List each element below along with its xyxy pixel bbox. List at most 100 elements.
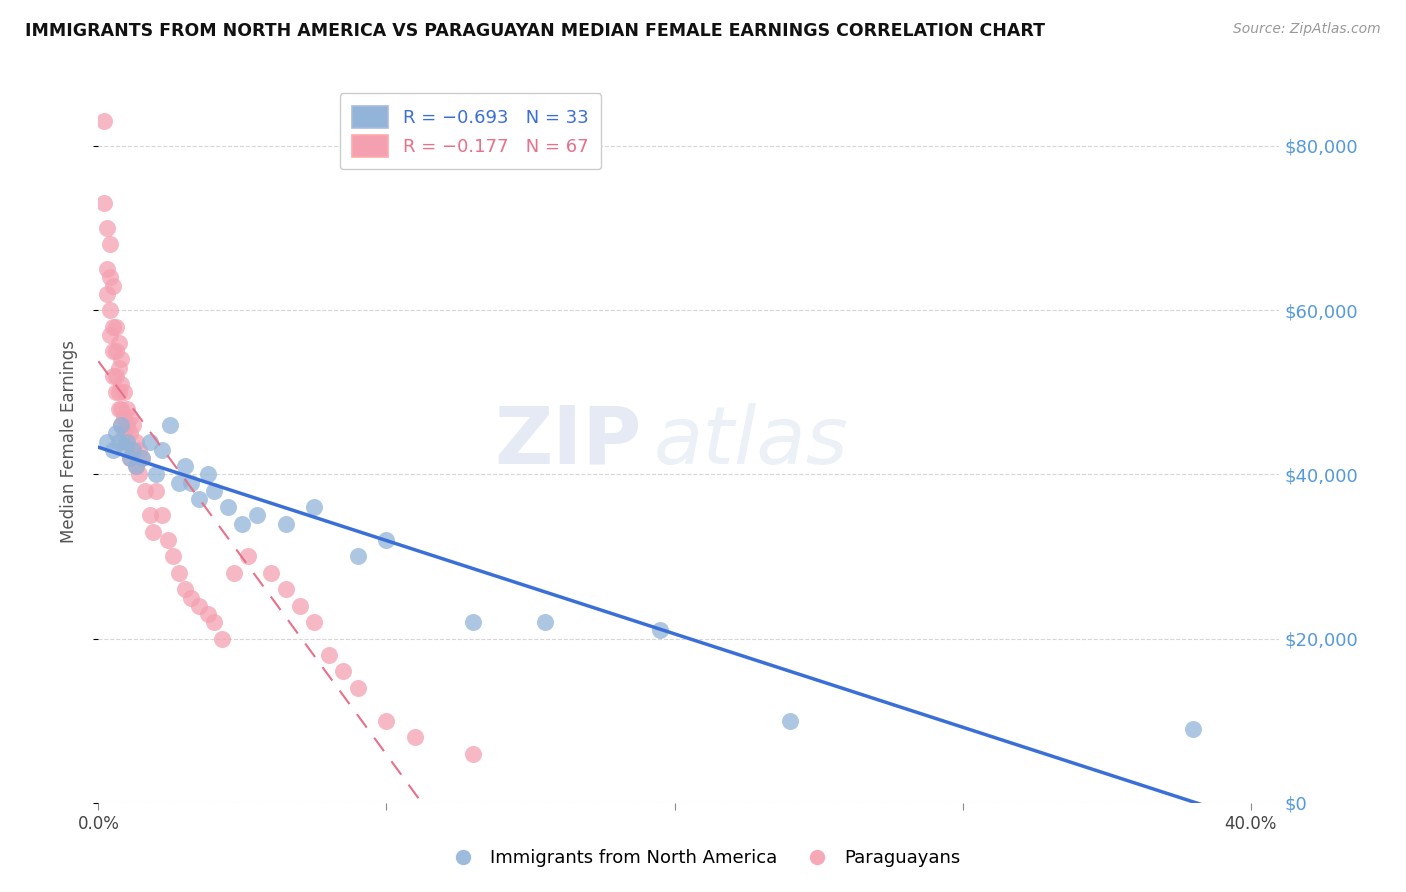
Point [125,459,148,474]
Point [107,434,129,449]
Point [120,426,142,441]
Point [104,344,127,359]
Point [139,434,162,449]
Point [101,442,124,457]
Point [534,615,557,630]
Point [104,385,127,400]
Point [101,278,124,293]
Point [375,714,398,728]
Point [115,418,138,433]
Point [96,262,118,277]
Point [142,524,165,539]
Point [96,286,118,301]
Point [145,483,167,498]
Point [274,582,297,597]
Point [107,360,129,375]
Point [110,352,132,367]
Point [122,442,145,457]
Point [162,549,184,564]
Point [101,319,124,334]
Point [217,500,239,515]
Point [96,221,118,235]
Point [167,475,190,490]
Point [104,319,127,334]
Point [222,566,245,580]
Point [128,442,150,457]
Point [104,426,127,441]
Point [120,450,142,465]
Point [115,434,138,449]
Point [98,303,121,318]
Point [346,681,368,695]
Point [115,401,138,416]
Point [125,459,148,474]
Point [288,599,311,613]
Point [150,508,173,523]
Point [125,434,148,449]
Point [197,607,219,621]
Point [404,730,426,744]
Y-axis label: Median Female Earnings: Median Female Earnings [59,340,77,543]
Point [180,475,202,490]
Point [167,566,190,580]
Point [461,747,484,761]
Point [197,467,219,482]
Point [202,483,225,498]
Point [98,270,121,285]
Point [110,401,132,416]
Point [107,401,129,416]
Point [112,439,135,453]
Text: ZIP: ZIP [495,402,641,481]
Point [98,237,121,252]
Point [159,418,181,433]
Point [304,615,326,630]
Point [115,434,138,449]
Point [110,418,132,433]
Point [173,459,195,474]
Point [145,467,167,482]
Legend: R = −0.693   N = 33, R = −0.177   N = 67: R = −0.693 N = 33, R = −0.177 N = 67 [340,93,602,169]
Point [110,418,132,433]
Point [304,500,326,515]
Point [1182,722,1205,736]
Point [332,665,354,679]
Point [231,516,253,531]
Point [188,491,211,506]
Point [104,368,127,383]
Point [131,450,153,465]
Text: IMMIGRANTS FROM NORTH AMERICA VS PARAGUAYAN MEDIAN FEMALE EARNINGS CORRELATION C: IMMIGRANTS FROM NORTH AMERICA VS PARAGUA… [25,22,1045,40]
Point [318,648,340,662]
Point [461,615,484,630]
Point [112,385,135,400]
Point [93,196,115,211]
Point [112,409,135,424]
Text: Source: ZipAtlas.com: Source: ZipAtlas.com [1233,22,1381,37]
Point [180,591,202,605]
Point [246,508,269,523]
Point [101,344,124,359]
Point [131,450,153,465]
Point [122,418,145,433]
Point [134,483,156,498]
Point [202,615,225,630]
Point [650,624,672,638]
Point [375,533,398,547]
Point [112,426,135,441]
Point [173,582,195,597]
Point [110,377,132,392]
Point [128,467,150,482]
Legend: Immigrants from North America, Paraguayans: Immigrants from North America, Paraguaya… [439,842,967,874]
Point [98,327,121,342]
Point [120,450,142,465]
Text: atlas: atlas [654,402,848,481]
Point [238,549,260,564]
Point [211,632,233,646]
Point [107,336,129,351]
Point [107,385,129,400]
Point [346,549,368,564]
Point [150,442,173,457]
Point [779,714,801,728]
Point [122,442,145,457]
Point [139,508,162,523]
Point [260,566,283,580]
